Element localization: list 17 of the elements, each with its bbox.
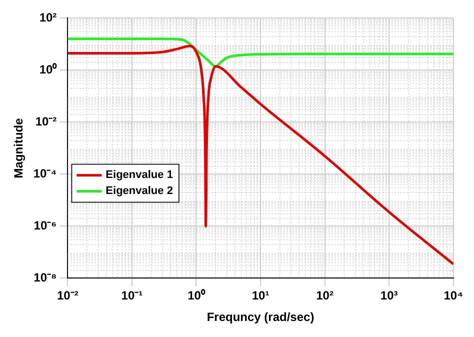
x-tick-label: 10⁰ [188, 288, 206, 303]
y-tick-label: 10⁻⁸ [34, 270, 57, 285]
legend-label: Eigenvalue 2 [106, 185, 173, 198]
x-tick-label: 10³ [380, 288, 398, 303]
y-tick-label: 10² [39, 10, 57, 25]
x-tick-label: 10¹ [252, 288, 270, 303]
y-tick-label: 10⁻⁴ [33, 166, 57, 181]
legend-label: Eigenvalue 1 [106, 169, 173, 182]
y-tick-label: 10⁻² [35, 114, 57, 129]
y-tick-label: 10⁻⁶ [34, 218, 57, 233]
x-tick-label: 10⁻² [57, 288, 78, 303]
y-tick-label: 10⁰ [39, 62, 58, 77]
x-tick-label: 10² [316, 288, 334, 303]
x-tick-label: 10⁻¹ [121, 288, 143, 303]
y-axis-title: Magnitude [12, 118, 26, 178]
x-tick-label: 10⁴ [444, 288, 464, 303]
x-axis-title: Frequncy (rad/sec) [206, 310, 314, 324]
